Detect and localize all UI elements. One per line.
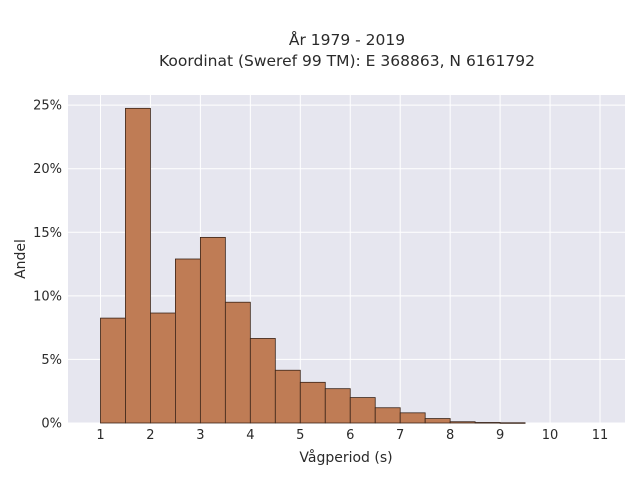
x-tick-label: 6 bbox=[346, 428, 354, 443]
chart-subtitle: Koordinat (Sweref 99 TM): E 368863, N 61… bbox=[159, 52, 535, 70]
histogram-bar bbox=[449, 421, 476, 424]
histogram-bar bbox=[399, 412, 426, 424]
histogram-bar bbox=[324, 388, 351, 424]
y-tick-label: 10% bbox=[33, 289, 62, 304]
chart-title: År 1979 - 2019 bbox=[289, 30, 405, 49]
histogram-bar bbox=[100, 317, 126, 424]
histogram-bar bbox=[299, 381, 326, 424]
histogram-bar bbox=[274, 369, 301, 424]
histogram-bar bbox=[249, 338, 276, 424]
histogram-bar bbox=[199, 236, 226, 424]
histogram-bar bbox=[125, 107, 151, 424]
histogram-bar bbox=[349, 397, 376, 424]
histogram-bar bbox=[175, 258, 201, 424]
x-ticks: 1 2 3 4 5 6 7 8 9 10 11 bbox=[96, 428, 608, 443]
grid-lines bbox=[68, 95, 625, 424]
histogram-bar bbox=[499, 422, 526, 424]
x-tick-label: 9 bbox=[496, 428, 504, 443]
y-tick-label: 0% bbox=[41, 417, 62, 432]
x-tick-label: 10 bbox=[542, 428, 559, 443]
x-axis-label: Vågperiod (s) bbox=[299, 449, 392, 466]
y-axis-label: Andel bbox=[13, 239, 29, 279]
y-tick-label: 25% bbox=[33, 99, 62, 114]
y-tick-label: 15% bbox=[33, 226, 62, 241]
histogram-bar bbox=[424, 418, 451, 424]
x-tick-label: 4 bbox=[246, 428, 254, 443]
bars bbox=[100, 107, 526, 424]
x-tick-label: 3 bbox=[196, 428, 204, 443]
x-tick-label: 1 bbox=[96, 428, 104, 443]
histogram-bar bbox=[474, 422, 501, 424]
x-tick-label: 5 bbox=[296, 428, 304, 443]
y-ticks: 0% 5% 10% 15% 20% 25% bbox=[33, 99, 62, 432]
x-tick-label: 8 bbox=[446, 428, 454, 443]
x-tick-label: 11 bbox=[592, 428, 609, 443]
x-tick-label: 2 bbox=[146, 428, 154, 443]
histogram-bar bbox=[374, 407, 401, 424]
histogram-bar bbox=[150, 312, 176, 424]
x-tick-label: 7 bbox=[396, 428, 404, 443]
histogram-bar bbox=[224, 301, 251, 424]
y-tick-label: 20% bbox=[33, 162, 62, 177]
y-tick-label: 5% bbox=[41, 353, 62, 368]
